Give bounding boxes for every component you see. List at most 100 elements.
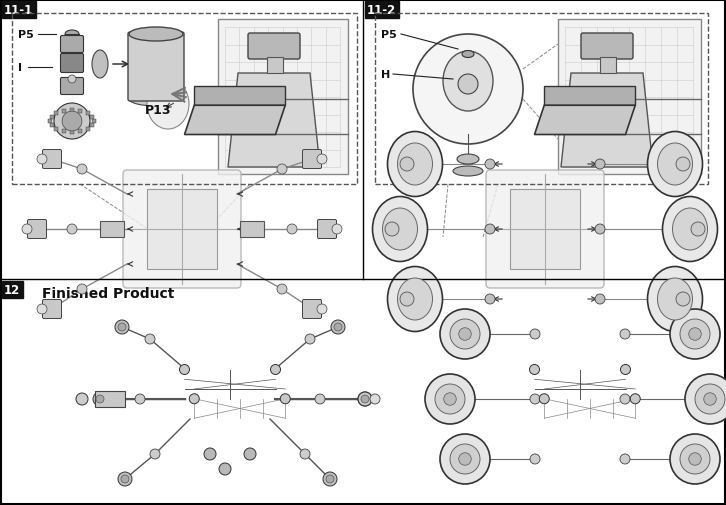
Circle shape — [280, 394, 290, 404]
Circle shape — [458, 75, 478, 95]
Circle shape — [450, 319, 480, 349]
Circle shape — [680, 444, 710, 474]
Circle shape — [539, 394, 550, 404]
Circle shape — [695, 384, 725, 414]
Bar — [95, 391, 125, 407]
Circle shape — [670, 434, 720, 484]
Text: P13: P13 — [145, 104, 171, 116]
FancyBboxPatch shape — [317, 220, 336, 239]
FancyBboxPatch shape — [60, 78, 83, 95]
Circle shape — [67, 225, 77, 234]
Circle shape — [277, 165, 287, 175]
Circle shape — [459, 328, 471, 340]
Circle shape — [54, 104, 90, 140]
Circle shape — [440, 434, 490, 484]
Bar — [86, 128, 89, 131]
Text: P5: P5 — [381, 30, 396, 40]
Circle shape — [530, 329, 540, 339]
Ellipse shape — [443, 52, 493, 112]
FancyBboxPatch shape — [60, 36, 83, 54]
Bar — [49, 124, 54, 128]
Circle shape — [219, 463, 231, 475]
Ellipse shape — [398, 278, 433, 320]
FancyBboxPatch shape — [28, 220, 46, 239]
Circle shape — [287, 225, 297, 234]
Bar — [100, 222, 124, 237]
Ellipse shape — [453, 167, 483, 177]
Ellipse shape — [457, 155, 479, 165]
FancyBboxPatch shape — [43, 300, 62, 319]
Circle shape — [485, 294, 495, 305]
Circle shape — [77, 284, 87, 294]
Text: Finished Product: Finished Product — [42, 286, 174, 300]
Circle shape — [135, 394, 145, 404]
Circle shape — [385, 223, 399, 236]
Bar — [558, 20, 701, 175]
Circle shape — [530, 454, 540, 464]
Ellipse shape — [129, 93, 183, 107]
Circle shape — [691, 223, 705, 236]
Circle shape — [689, 453, 701, 465]
Text: P5: P5 — [18, 30, 33, 40]
Circle shape — [77, 165, 87, 175]
FancyBboxPatch shape — [60, 55, 83, 73]
Bar — [90, 124, 94, 128]
Circle shape — [332, 225, 342, 234]
Circle shape — [358, 392, 372, 406]
Bar — [62, 110, 65, 114]
Polygon shape — [561, 74, 653, 168]
Polygon shape — [184, 106, 285, 135]
Circle shape — [96, 395, 104, 403]
FancyBboxPatch shape — [248, 34, 300, 60]
Circle shape — [680, 319, 710, 349]
Ellipse shape — [147, 80, 189, 130]
Ellipse shape — [658, 144, 693, 186]
Circle shape — [121, 475, 129, 483]
Circle shape — [118, 323, 126, 331]
FancyBboxPatch shape — [581, 34, 633, 60]
Circle shape — [685, 374, 726, 424]
Circle shape — [670, 310, 720, 359]
FancyBboxPatch shape — [303, 300, 322, 319]
Polygon shape — [534, 106, 635, 135]
FancyBboxPatch shape — [128, 33, 184, 102]
Circle shape — [676, 292, 690, 307]
Circle shape — [435, 384, 465, 414]
Circle shape — [400, 158, 414, 172]
Ellipse shape — [129, 28, 183, 42]
Bar — [70, 109, 74, 113]
Bar — [54, 128, 59, 131]
Circle shape — [529, 365, 539, 375]
Polygon shape — [544, 86, 635, 106]
Bar — [78, 130, 83, 134]
Circle shape — [145, 334, 155, 344]
FancyBboxPatch shape — [486, 171, 604, 288]
Bar — [12, 14, 357, 185]
Circle shape — [595, 225, 605, 234]
Circle shape — [485, 160, 495, 170]
FancyBboxPatch shape — [43, 150, 62, 169]
Ellipse shape — [388, 267, 443, 332]
Circle shape — [204, 448, 216, 460]
Circle shape — [530, 394, 540, 404]
Ellipse shape — [658, 278, 693, 320]
Circle shape — [595, 294, 605, 305]
Circle shape — [37, 155, 47, 165]
Ellipse shape — [672, 209, 708, 250]
Bar — [78, 110, 83, 114]
Circle shape — [118, 472, 132, 486]
Ellipse shape — [388, 132, 443, 197]
Bar — [218, 20, 348, 175]
Circle shape — [93, 392, 107, 406]
Ellipse shape — [383, 209, 417, 250]
Polygon shape — [228, 74, 320, 168]
Bar — [510, 189, 580, 270]
Ellipse shape — [398, 144, 433, 186]
Bar — [54, 112, 59, 116]
Circle shape — [485, 225, 495, 234]
Polygon shape — [195, 86, 285, 106]
Circle shape — [621, 365, 630, 375]
Circle shape — [689, 328, 701, 340]
FancyBboxPatch shape — [303, 150, 322, 169]
Circle shape — [305, 334, 315, 344]
